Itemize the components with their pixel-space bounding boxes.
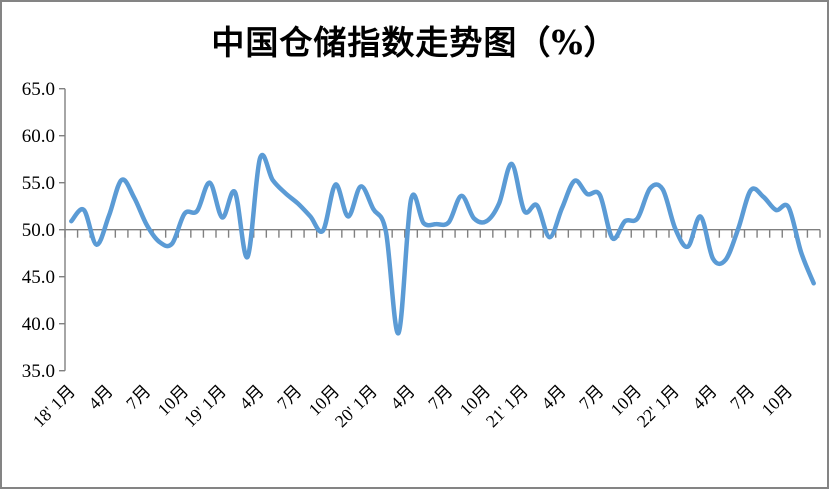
chart-title: 中国仓储指数走势图（%）	[211, 23, 618, 62]
x-tick-label: 4月	[688, 381, 721, 414]
x-tick-label: 7月	[575, 381, 608, 414]
x-tick-label: 19' 1月	[180, 381, 230, 431]
series-line	[69, 153, 816, 336]
x-tick-label: 20' 1月	[331, 381, 381, 431]
x-tick-label: 10月	[757, 381, 796, 420]
y-tick-label: 65.0	[22, 79, 55, 100]
x-tick-label: 7月	[122, 381, 155, 414]
y-tick-label: 55.0	[22, 173, 55, 194]
x-tick-label: 18' 1月	[29, 381, 79, 431]
x-tick-label: 4月	[235, 381, 268, 414]
x-tick-label: 7月	[424, 381, 457, 414]
x-tick-label: 7月	[726, 381, 759, 414]
y-tick-label: 50.0	[22, 220, 55, 241]
y-tick-label: 40.0	[22, 314, 55, 335]
y-tick-label: 35.0	[22, 361, 55, 382]
x-tick-label: 21' 1月	[482, 381, 532, 431]
x-tick-label: 4月	[84, 381, 117, 414]
y-tick-label: 60.0	[22, 126, 55, 147]
x-tick-label: 4月	[537, 381, 570, 414]
y-tick-label: 45.0	[22, 267, 55, 288]
x-tick-label: 22' 1月	[633, 381, 683, 431]
x-tick-label: 7月	[273, 381, 306, 414]
x-tick-label: 4月	[386, 381, 419, 414]
y-axis: 65.0 60.0 55.0 50.0 45.0 40.0 35.0	[22, 79, 66, 382]
